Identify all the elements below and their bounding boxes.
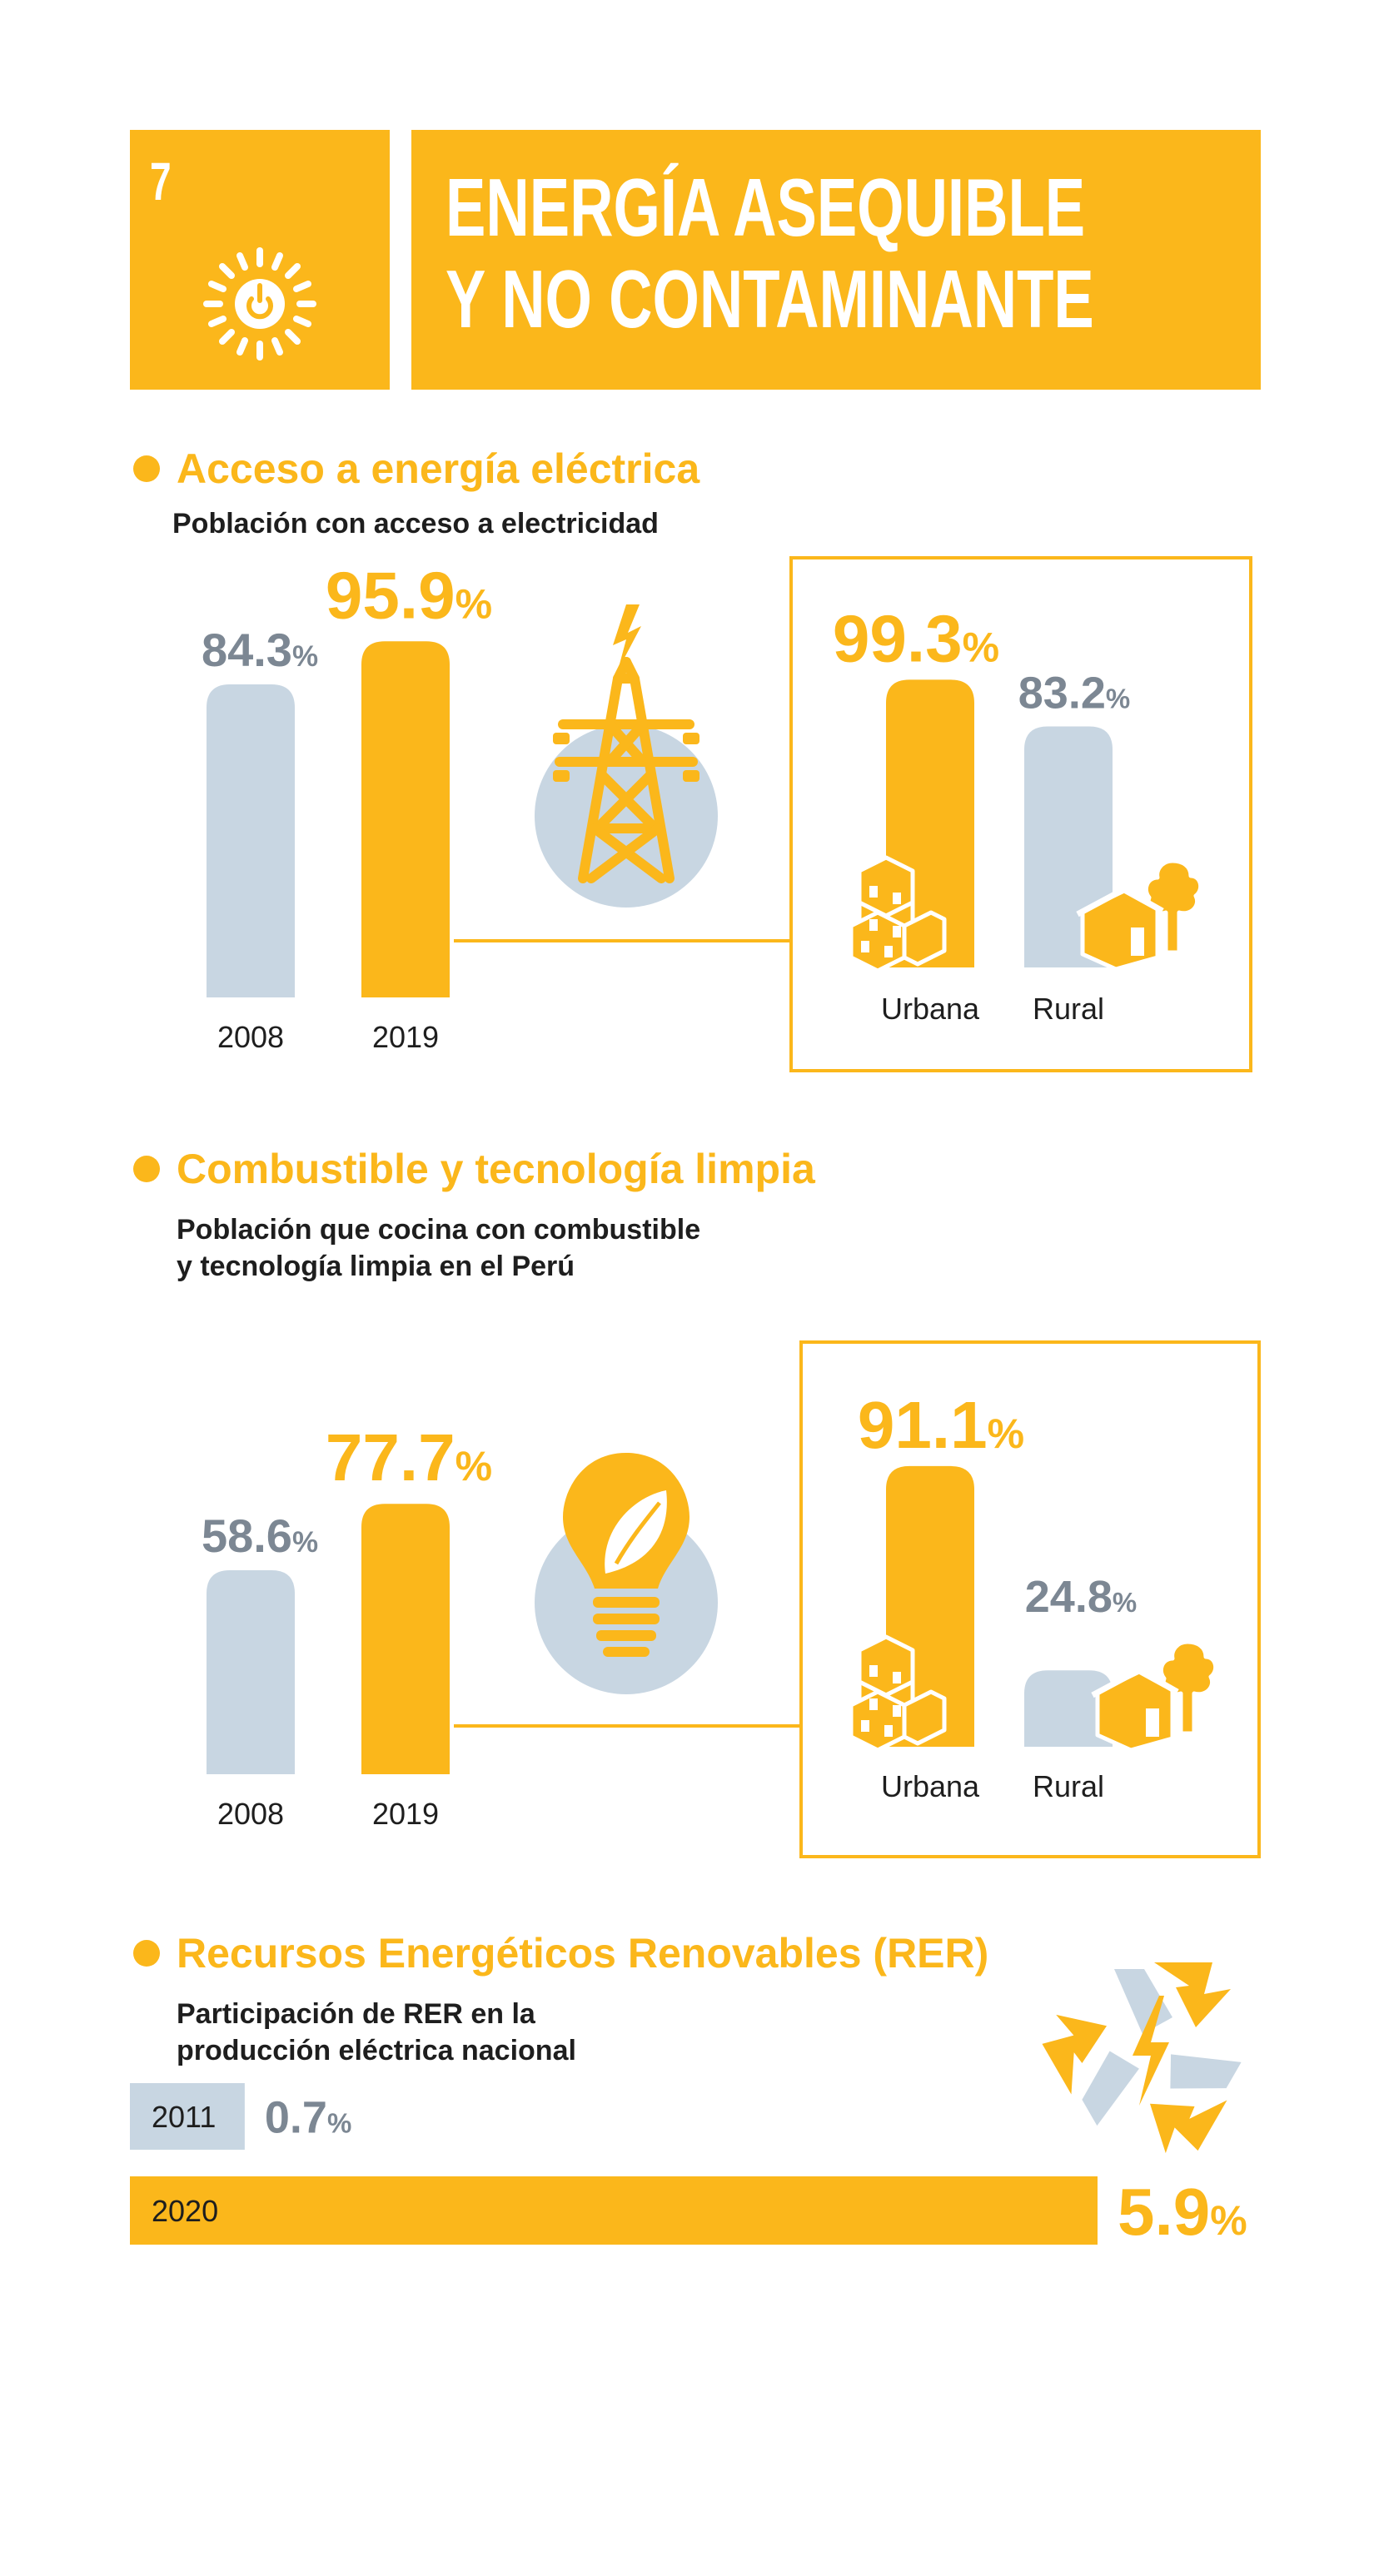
category-label-urbana: Urbana [881,992,980,1026]
urban-rural-panel [789,556,1252,1072]
section-bullet [133,455,160,482]
value-label-2020: 5.9% [1118,2175,1247,2249]
urban-rural-panel [799,1340,1261,1858]
section-subtitle-line1: Participación de RER en la [177,1998,536,2030]
value-label-2019: 77.7% [326,1420,492,1494]
eco-lightbulb-icon [535,1453,718,1694]
cooking-area-chart: 91.1% Urbana 24.8% Rural [849,1388,1218,1803]
rural-house-icon [1091,1639,1218,1753]
category-label-2020: 2020 [152,2194,218,2228]
header-title-line1: ENERGÍA ASEQUIBLE [446,162,1085,253]
category-label-rural: Rural [1033,1769,1104,1803]
section-title: Acceso a energía eléctrica [177,445,700,492]
value-label-rural: 83.2% [1018,668,1130,718]
electricity-area-chart: 99.3% Urbana 83.2% Rural [833,601,1203,1026]
bar-2008 [207,684,295,997]
bar-2020 [130,2176,1098,2245]
bar-2019 [361,641,450,997]
section-electricity: Acceso a energía eléctrica Población con… [133,445,1252,1072]
rural-house-icon [1076,858,1203,972]
category-label-2011: 2011 [152,2100,216,2134]
section-subtitle: Población con acceso a electricidad [172,508,659,540]
section-title: Recursos Energéticos Renovables (RER) [177,1930,988,1977]
urban-building-icon [849,1634,947,1753]
category-label-urbana: Urbana [881,1769,980,1803]
section-title: Combustible y tecnología limpia [177,1146,816,1192]
bar-rural [1024,1670,1113,1747]
bar-2019 [361,1504,450,1774]
section-renewables: Recursos Energéticos Renovables (RER) Pa… [130,1930,1247,2249]
section-bullet [133,1940,160,1967]
value-label-urbana: 99.3% [833,601,999,675]
header-title-line2: Y NO CONTAMINANTE [446,254,1094,345]
power-tower-icon [535,604,718,908]
category-label-2019: 2019 [372,1797,439,1831]
category-label-rural: Rural [1033,992,1104,1026]
value-label-rural: 24.8% [1025,1572,1137,1622]
recycle-bolt-icon [1042,1962,1242,2154]
section-subtitle-line2: y tecnología limpia en el Perú [177,1251,575,1282]
category-label-2019: 2019 [372,1020,439,1054]
value-label-urbana: 91.1% [858,1388,1024,1462]
category-label-2008: 2008 [217,1020,284,1054]
title-banner [411,130,1261,390]
renewables-chart: 2011 0.7% 2020 5.9% [130,2083,1247,2249]
value-label-2019: 95.9% [326,558,492,632]
urban-building-icon [849,855,947,973]
sdg-header: 7 ENERGÍA ASEQUIBLE Y NO CONTAMINAN [130,130,1261,390]
section-cooking: Combustible y tecnología limpia Població… [133,1146,1261,1858]
section-bullet [133,1156,160,1182]
bar-2008 [207,1570,295,1774]
bar-2011 [130,2083,245,2150]
value-label-2011: 0.7% [265,2092,351,2142]
goal-number: 7 [150,152,172,211]
cooking-national-chart: 58.6% 2008 77.7% 2019 [202,1420,492,1831]
category-label-2008: 2008 [217,1797,284,1831]
value-label-2008: 58.6% [202,1509,318,1562]
sun-power-icon [203,247,316,361]
section-subtitle-line2: producción eléctrica nacional [177,2035,576,2066]
electricity-national-chart: 84.3% 2008 95.9% 2019 [202,558,492,1054]
section-subtitle-line1: Población que cocina con combustible [177,1214,700,1246]
value-label-2008: 84.3% [202,624,318,676]
